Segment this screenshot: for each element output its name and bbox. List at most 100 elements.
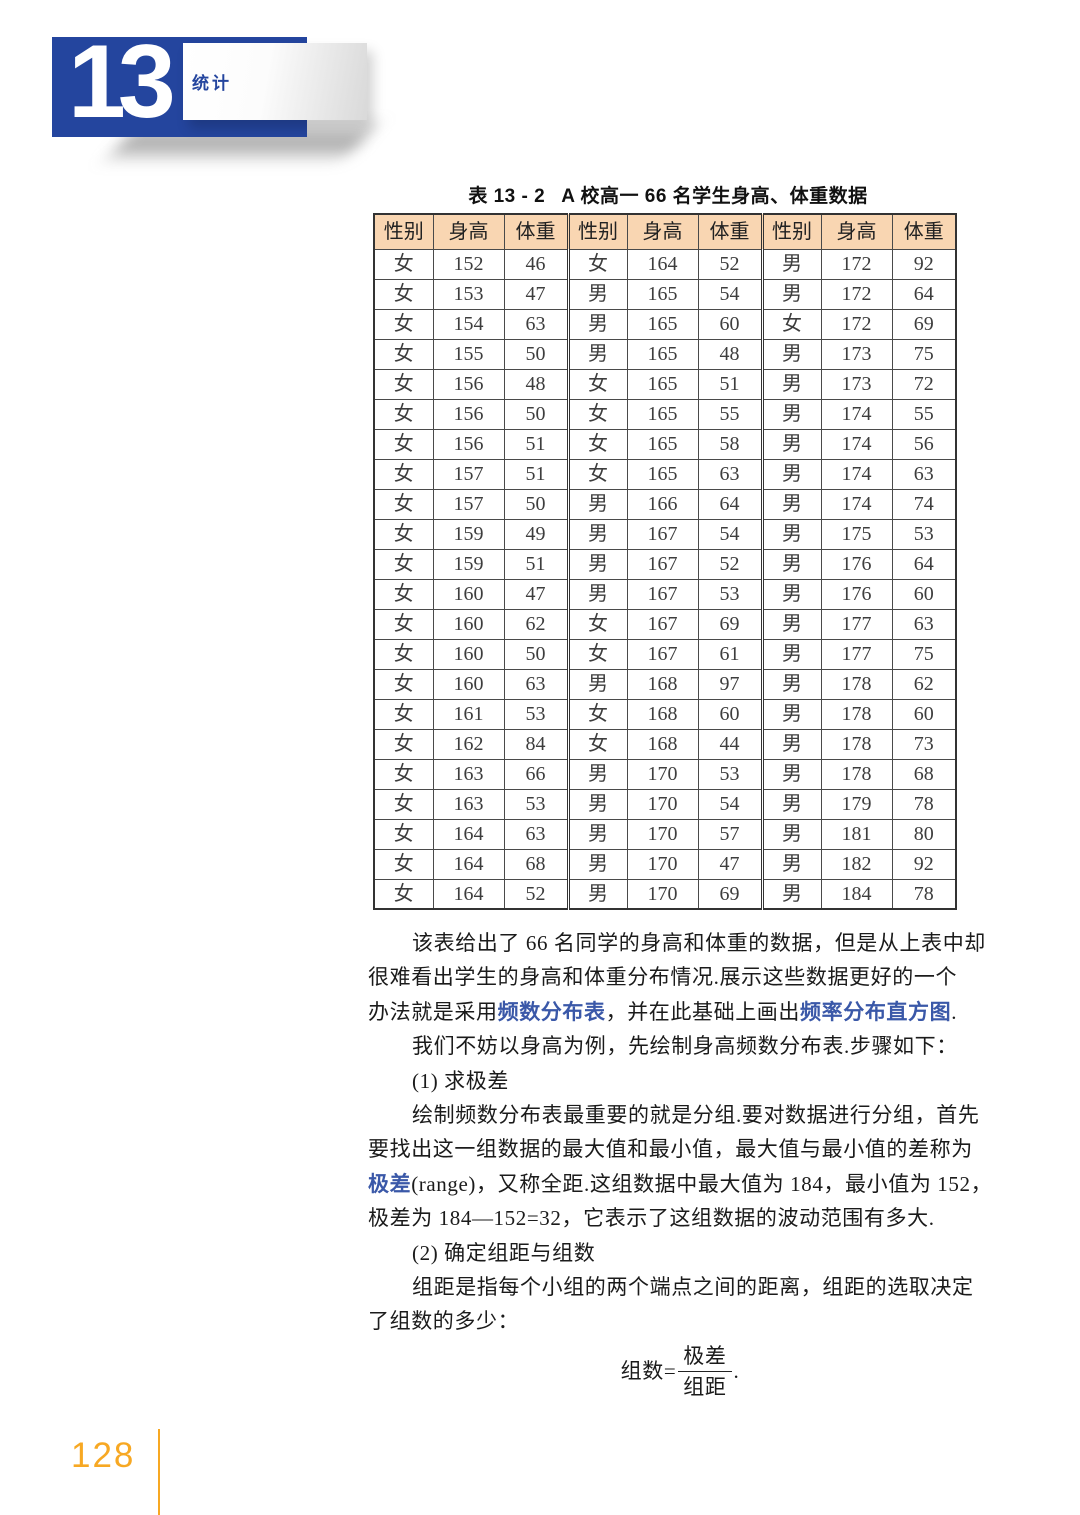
table-cell: 52 bbox=[697, 248, 763, 280]
table-cell: 46 bbox=[503, 248, 569, 280]
table-row: 女 160 62 女 167 69 男 177 63 bbox=[373, 608, 957, 640]
table-cell: 167 bbox=[626, 518, 699, 550]
table-cell: 女 bbox=[566, 638, 628, 670]
table-row: 女 153 47 男 165 54 男 172 64 bbox=[373, 278, 957, 310]
text-run: 组距是指每个小组的两个端点之间的距离，组距的选取决定 bbox=[412, 1274, 974, 1299]
table-cell: 165 bbox=[626, 368, 699, 400]
table-cell: 50 bbox=[503, 638, 569, 670]
table-cell: 165 bbox=[626, 458, 699, 490]
table-cell: 50 bbox=[503, 338, 569, 370]
table-cell: 女 bbox=[566, 458, 628, 490]
table-cell: 女 bbox=[373, 818, 434, 850]
table-cell: 男 bbox=[566, 848, 628, 880]
text-line: 很难看出学生的身高和体重分布情况.展示这些数据更好的一个 bbox=[368, 960, 992, 994]
table-cell: 166 bbox=[626, 488, 699, 520]
text-run: 了组数的多少： bbox=[368, 1309, 520, 1334]
table-cell: 160 bbox=[432, 578, 505, 610]
table-cell: 62 bbox=[503, 608, 569, 640]
table-cell: 女 bbox=[373, 638, 434, 670]
table-cell: 154 bbox=[432, 308, 505, 340]
table-cell: 女 bbox=[373, 698, 434, 730]
table-cell: 157 bbox=[432, 488, 505, 520]
table-cell: 66 bbox=[503, 758, 569, 790]
table-row: 女 161 53 女 168 60 男 178 60 bbox=[373, 698, 957, 730]
table-cell: 女 bbox=[373, 578, 434, 610]
students-data-table: 性别 身高 体重 性别 身高 体重 性别 身高 体重 女 152 46 女 164 52 男 172 92 女 15… bbox=[373, 213, 957, 910]
table-cell: 女 bbox=[373, 518, 434, 550]
fraction: 极差 组距 bbox=[678, 1344, 732, 1399]
text-line: 办法就是采用频数分布表，并在此基础上画出频率分布直方图. bbox=[368, 995, 992, 1029]
table-cell: 男 bbox=[566, 488, 628, 520]
table-cell: 女 bbox=[566, 368, 628, 400]
table-cell: 176 bbox=[820, 578, 893, 610]
text-run: 我们不妨以身高为例，先绘制身高频数分布表.步骤如下： bbox=[412, 1034, 958, 1059]
table-cell: 女 bbox=[373, 278, 434, 310]
table-cell: 63 bbox=[891, 458, 957, 490]
table-cell: 68 bbox=[503, 848, 569, 880]
table-cell: 53 bbox=[503, 788, 569, 820]
text-run: 很难看出学生的身高和体重分布情况.展示这些数据更好的一个 bbox=[368, 965, 958, 990]
table-cell: 女 bbox=[373, 758, 434, 790]
table-cell: 61 bbox=[697, 638, 763, 670]
column-header: 性别 bbox=[373, 213, 434, 250]
table-cell: 165 bbox=[626, 338, 699, 370]
table-cell: 女 bbox=[566, 398, 628, 430]
text-line: (1) 求极差 bbox=[368, 1064, 992, 1098]
table-cell: 男 bbox=[566, 518, 628, 550]
table-cell: 152 bbox=[432, 248, 505, 280]
table-cell: 女 bbox=[373, 848, 434, 880]
table-cell: 男 bbox=[760, 608, 822, 640]
table-cell: 60 bbox=[697, 308, 763, 340]
table-row: 女 156 50 女 165 55 男 174 55 bbox=[373, 398, 957, 430]
table-cell: 155 bbox=[432, 338, 505, 370]
chapter-banner: 13 统计 bbox=[52, 24, 382, 177]
table-cell: 男 bbox=[760, 698, 822, 730]
table-cell: 54 bbox=[697, 278, 763, 310]
table-caption-label: 表 13 - 2 bbox=[468, 186, 546, 207]
column-header: 身高 bbox=[626, 213, 699, 250]
table-cell: 172 bbox=[820, 278, 893, 310]
table-cell: 女 bbox=[373, 728, 434, 760]
text-run: (range)，又称全距.这组数据中最大值为 184，最小值为 152， bbox=[411, 1171, 993, 1196]
table-cell: 58 bbox=[697, 428, 763, 460]
table-cell: 174 bbox=[820, 398, 893, 430]
table-cell: 女 bbox=[566, 428, 628, 460]
table-cell: 53 bbox=[891, 518, 957, 550]
table-cell: 男 bbox=[760, 758, 822, 790]
table-cell: 157 bbox=[432, 458, 505, 490]
formula-lhs: 组数= bbox=[620, 1359, 677, 1383]
table-cell: 176 bbox=[820, 548, 893, 580]
table-cell: 53 bbox=[503, 698, 569, 730]
table-row: 女 155 50 男 165 48 男 173 75 bbox=[373, 338, 957, 370]
text-line: 极差(range)，又称全距.这组数据中最大值为 184，最小值为 152， bbox=[368, 1167, 992, 1201]
table-cell: 63 bbox=[503, 668, 569, 700]
table-cell: 72 bbox=[891, 368, 957, 400]
table-cell: 52 bbox=[503, 878, 569, 910]
table-cell: 181 bbox=[820, 818, 893, 850]
table-cell: 51 bbox=[503, 548, 569, 580]
table-cell: 84 bbox=[503, 728, 569, 760]
table-cell: 女 bbox=[373, 488, 434, 520]
table-cell: 78 bbox=[891, 878, 957, 910]
table-cell: 男 bbox=[566, 338, 628, 370]
fraction-denominator: 组距 bbox=[678, 1370, 732, 1399]
text-line: 组距是指每个小组的两个端点之间的距离，组距的选取决定 bbox=[368, 1270, 992, 1304]
table-cell: 51 bbox=[697, 368, 763, 400]
table-cell: 173 bbox=[820, 368, 893, 400]
table-row: 女 156 48 女 165 51 男 173 72 bbox=[373, 368, 957, 400]
table-cell: 160 bbox=[432, 638, 505, 670]
column-header: 身高 bbox=[432, 213, 505, 250]
chapter-tab: 统计 bbox=[183, 43, 367, 120]
table-cell: 44 bbox=[697, 728, 763, 760]
table-row: 女 164 68 男 170 47 男 182 92 bbox=[373, 848, 957, 880]
table-cell: 47 bbox=[697, 848, 763, 880]
table-cell: 97 bbox=[697, 668, 763, 700]
table-cell: 92 bbox=[891, 848, 957, 880]
table-cell: 182 bbox=[820, 848, 893, 880]
table-cell: 170 bbox=[626, 758, 699, 790]
table-row: 女 159 51 男 167 52 男 176 64 bbox=[373, 548, 957, 580]
table-cell: 165 bbox=[626, 278, 699, 310]
table-cell: 男 bbox=[760, 278, 822, 310]
table-cell: 184 bbox=[820, 878, 893, 910]
